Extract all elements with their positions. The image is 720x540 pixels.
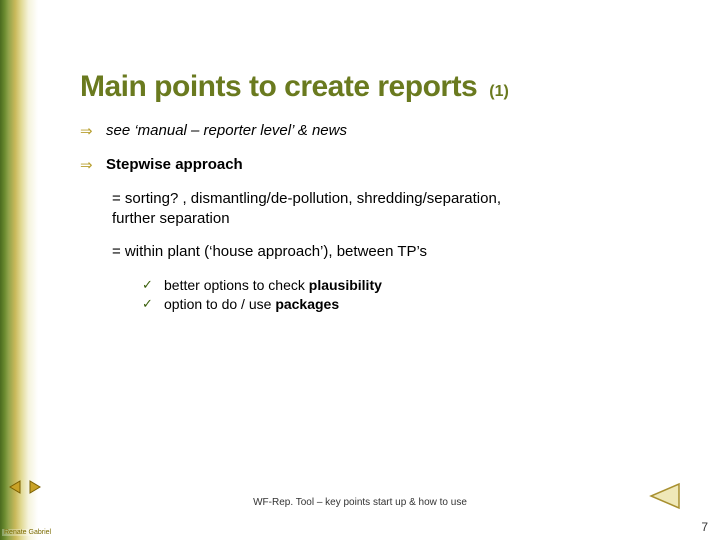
- check-text-bold: plausibility: [309, 277, 382, 293]
- triangle-left-icon: [7, 479, 23, 495]
- bullet-text: see ‘manual – reporter level’ & news: [106, 122, 347, 139]
- check-item: ✓ option to do / use packages: [142, 295, 680, 315]
- triangle-right-icon: [27, 479, 43, 495]
- check-icon: ✓: [142, 276, 154, 294]
- check-text-bold: packages: [275, 296, 339, 312]
- slide-content: Main points to create reports (1) ⇒ see …: [80, 70, 680, 315]
- footer-caption: WF-Rep. Tool – key points start up & how…: [0, 497, 720, 508]
- check-text: better options to check plausibility: [164, 276, 382, 296]
- slide-title-suffix: (1): [489, 83, 509, 101]
- arrow-bullet-icon: ⇒: [80, 122, 94, 142]
- check-text-pre: option to do / use: [164, 296, 275, 312]
- next-slide-button[interactable]: [26, 478, 44, 496]
- check-text-pre: better options to check: [164, 277, 309, 293]
- title-row: Main points to create reports (1): [80, 70, 680, 104]
- slide-title: Main points to create reports: [80, 70, 477, 104]
- check-item: ✓ better options to check plausibility: [142, 276, 680, 296]
- nav-arrows: [6, 478, 44, 496]
- arrow-bullet-icon: ⇒: [80, 156, 94, 176]
- bullet-text: Stepwise approach: [106, 156, 243, 173]
- bullet-item: ⇒ Stepwise approach: [80, 156, 680, 176]
- author-label: Renate Gabriel: [2, 529, 53, 536]
- check-text: option to do / use packages: [164, 295, 339, 315]
- prev-slide-button[interactable]: [6, 478, 24, 496]
- page-number: 7: [701, 520, 708, 534]
- sub-block: = sorting? , dismantling/de-pollution, s…: [112, 189, 680, 230]
- check-icon: ✓: [142, 295, 154, 313]
- bullet-item: ⇒ see ‘manual – reporter level’ & news: [80, 122, 680, 142]
- check-list: ✓ better options to check plausibility ✓…: [142, 276, 680, 315]
- gradient-sidebar: [0, 0, 38, 540]
- sub-block: = within plant (‘house approach’), betwe…: [112, 242, 680, 262]
